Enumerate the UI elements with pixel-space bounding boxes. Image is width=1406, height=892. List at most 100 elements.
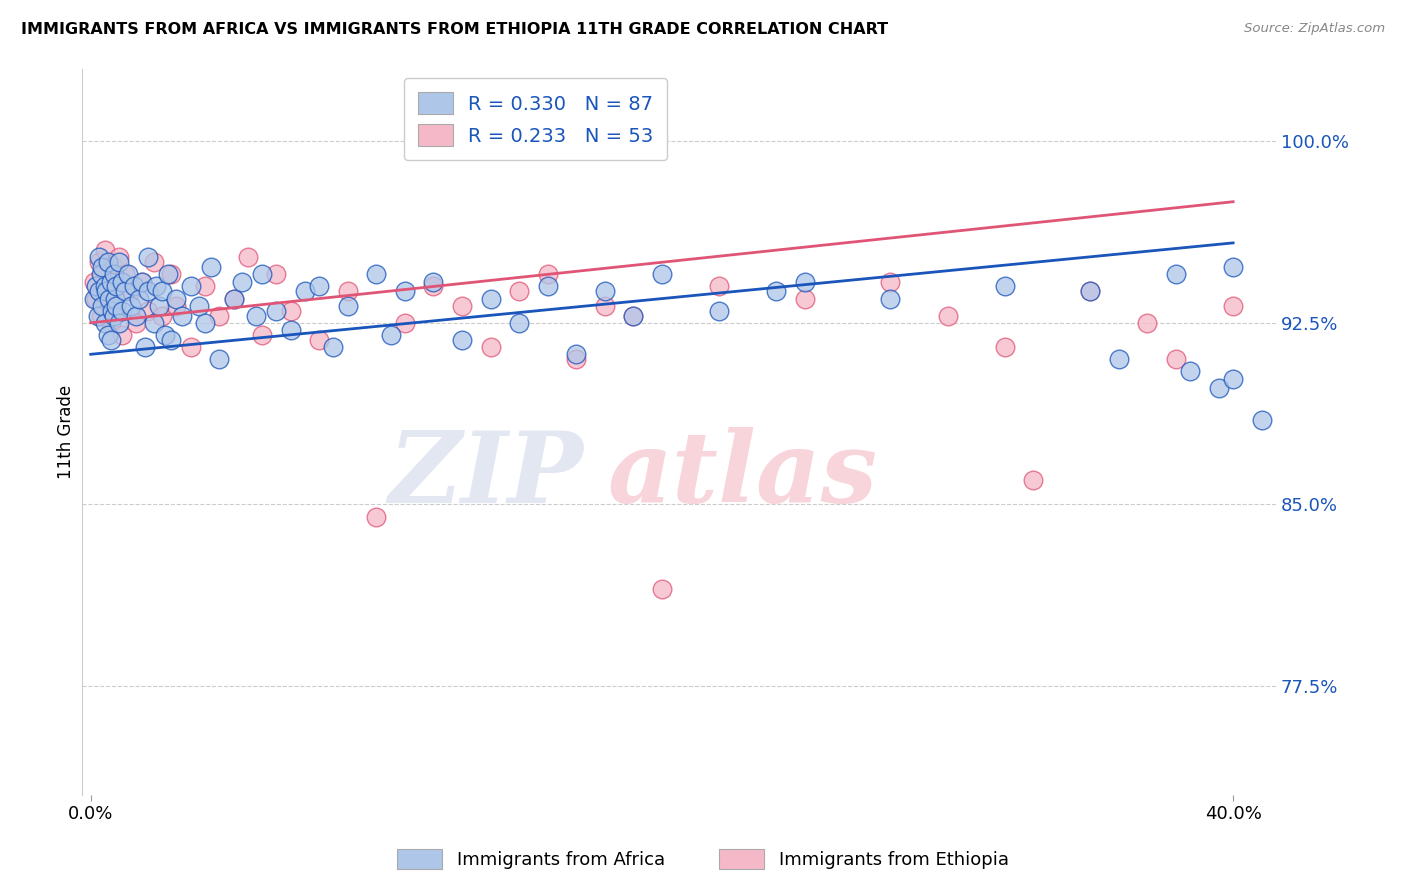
Point [105,299,128,313]
Point [936,309,959,323]
Point [266,303,288,318]
Point [153,327,176,342]
Point [90,268,112,282]
Point [1222,371,1244,385]
Point [125,309,148,323]
Point [91,260,114,274]
Point [593,285,616,299]
Point [90,309,112,323]
Point [651,268,673,282]
Point [94,299,117,313]
Point [111,275,134,289]
Point [1279,449,1302,463]
Point [565,347,588,361]
Point [1164,268,1187,282]
Point [125,316,148,330]
Point [394,316,416,330]
Point [148,299,170,313]
Point [100,275,122,289]
Legend: Immigrants from Africa, Immigrants from Ethiopia: Immigrants from Africa, Immigrants from … [388,839,1018,879]
Point [103,309,125,323]
Point [172,309,194,323]
Point [97,327,120,342]
Point [280,303,302,318]
Point [91,299,114,313]
Text: Source: ZipAtlas.com: Source: ZipAtlas.com [1244,22,1385,36]
Point [150,285,173,299]
Point [451,299,474,313]
Point [366,268,388,282]
Text: atlas: atlas [607,427,877,524]
Point [165,299,187,313]
Point [114,268,136,282]
Point [1208,381,1230,395]
Point [793,275,815,289]
Point [101,303,124,318]
Point [89,255,111,269]
Point [1136,316,1159,330]
Point [180,340,202,354]
Point [194,279,217,293]
Point [156,268,179,282]
Point [707,303,730,318]
Point [508,285,530,299]
Point [91,268,114,282]
Point [100,333,122,347]
Legend: R = 0.330   N = 87, R = 0.233   N = 53: R = 0.330 N = 87, R = 0.233 N = 53 [405,78,668,160]
Point [208,309,231,323]
Point [222,292,245,306]
Point [108,316,131,330]
Point [108,251,131,265]
Point [159,333,181,347]
Point [266,268,288,282]
Point [593,299,616,313]
Point [994,340,1017,354]
Point [180,279,202,293]
Point [194,316,217,330]
Point [128,292,150,306]
Point [308,333,330,347]
Point [136,251,159,265]
Point [1022,473,1045,487]
Point [765,285,787,299]
Point [1180,364,1202,378]
Point [103,268,125,282]
Point [97,279,120,293]
Point [105,303,128,318]
Point [108,255,131,269]
Point [89,285,111,299]
Point [394,285,416,299]
Point [294,285,316,299]
Point [1164,352,1187,367]
Point [250,268,273,282]
Point [117,268,139,282]
Point [83,292,105,306]
Point [793,292,815,306]
Point [86,279,108,293]
Point [994,279,1017,293]
Point [97,255,120,269]
Point [336,285,359,299]
Point [1308,461,1330,475]
Point [208,352,231,367]
Point [651,582,673,597]
Point [94,243,117,257]
Point [422,279,444,293]
Point [131,275,153,289]
Point [111,327,134,342]
Point [104,292,127,306]
Point [537,279,560,293]
Point [479,340,502,354]
Point [145,279,167,293]
Point [111,303,134,318]
Point [131,275,153,289]
Point [89,251,111,265]
Point [98,292,121,306]
Point [136,285,159,299]
Point [508,316,530,330]
Point [200,260,222,274]
Point [120,285,142,299]
Point [103,260,125,274]
Point [366,509,388,524]
Point [1078,285,1101,299]
